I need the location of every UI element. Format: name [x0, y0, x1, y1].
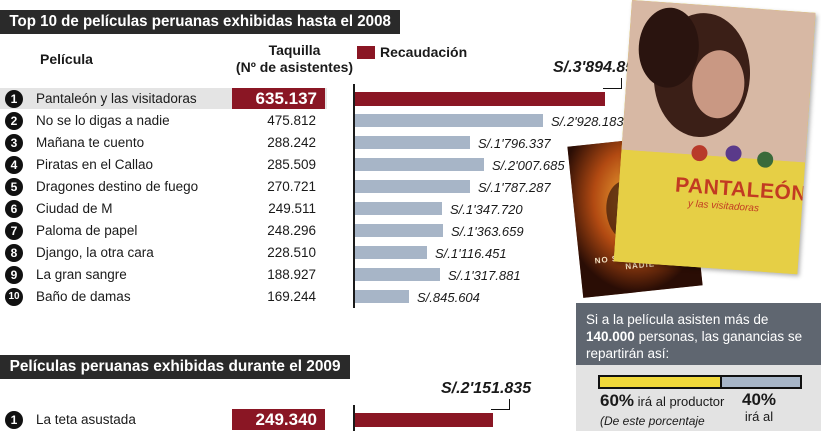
profit-share-box: Si a la película asisten más de 140.000 …: [576, 303, 821, 431]
revenue-label: S/.1'787.287: [478, 180, 551, 195]
poster-pantaleon: PANTALEÓN y las visitadoras: [613, 0, 816, 275]
movie-title: Paloma de papel: [36, 223, 138, 238]
other-share-text: irá al: [744, 409, 774, 424]
rank-badge: 1: [5, 89, 23, 108]
column-header-box-office-title: Taquilla: [268, 42, 321, 58]
legend-swatch: [357, 46, 375, 59]
movie-title: Pantaleón y las visitadoras: [36, 91, 197, 106]
profit-share-threshold: 140.000: [586, 329, 635, 344]
rank-badge: 7: [5, 221, 23, 240]
revenue-label: S/.1'317.881: [448, 268, 521, 283]
profit-share-line1: Si a la película asisten más de: [586, 312, 769, 327]
rank-badge: 2: [5, 111, 23, 130]
other-share-pct: 40%: [741, 390, 777, 409]
rank-badge: 10: [5, 287, 23, 306]
revenue-label-bracket: [491, 399, 510, 410]
movie-title: Django, la otra cara: [36, 245, 154, 260]
rank-badge: 9: [5, 265, 23, 284]
other-share: 40% irá al: [734, 390, 784, 425]
rank-badge: 1: [5, 410, 23, 429]
revenue-label-highlight: S/.3'894.850: [553, 59, 644, 76]
audience-value: 188.927: [267, 267, 316, 282]
profit-share-header: Si a la película asisten más de 140.000 …: [576, 303, 821, 365]
revenue-label: S/.1'116.451: [435, 246, 507, 261]
movie-title: La gran sangre: [36, 267, 127, 282]
revenue-bar: [355, 114, 543, 127]
revenue-label: S/.845.604: [417, 290, 480, 305]
rank-badge: 6: [5, 199, 23, 218]
profit-share-bar: [598, 375, 802, 389]
revenue-label: S/.1'363.659: [451, 224, 524, 239]
revenue-bar: [355, 180, 470, 193]
producer-share: 60% irá al productor: [600, 391, 724, 411]
revenue-bar: [355, 413, 493, 427]
profit-share-line2: personas, las ganancias se repartirán as…: [586, 329, 803, 361]
section-title-top10-text: Top 10 de películas peruanas exhibidas h…: [9, 13, 391, 30]
movie-title: Mañana te cuento: [36, 135, 145, 150]
revenue-bar: [355, 136, 470, 149]
movie-title: Piratas en el Callao: [36, 157, 154, 172]
revenue-bar: [355, 92, 605, 106]
poster-pantaleon-art: [613, 0, 816, 275]
audience-value: 228.510: [267, 245, 316, 260]
audience-value: 270.721: [267, 179, 316, 194]
revenue-bar: [355, 290, 409, 303]
legend-label: Recaudación: [380, 44, 468, 60]
revenue-bar: [355, 224, 443, 237]
movie-title: Dragones destino de fuego: [36, 179, 199, 194]
rank-badge: 8: [5, 243, 23, 262]
section-title-2009: Películas peruanas exhibidas durante el …: [0, 355, 351, 379]
rank-badge: 5: [5, 177, 23, 196]
chart-axis-2009: [353, 405, 355, 431]
revenue-label: S/.2'928.183: [551, 114, 624, 129]
column-header-box-office: Taquilla (Nº de asistentes): [222, 42, 367, 76]
rank-badge: 4: [5, 155, 23, 174]
audience-value: 475.812: [267, 113, 316, 128]
movie-title: No se lo digas a nadie: [36, 113, 170, 128]
profit-share-bar-producer: [600, 377, 722, 387]
audience-value-highlight: 249.340: [232, 409, 325, 430]
revenue-bar: [355, 268, 440, 281]
movie-title: Ciudad de M: [36, 201, 113, 216]
section-title-2009-text: Películas peruanas exhibidas durante el …: [9, 358, 341, 375]
movie-title: La teta asustada: [36, 412, 136, 427]
producer-share-note: (De este porcentaje: [600, 414, 705, 428]
revenue-bar: [355, 246, 427, 259]
revenue-bar: [355, 202, 442, 215]
revenue-label-highlight: S/.2'151.835: [441, 380, 532, 397]
revenue-label: S/.1'347.720: [450, 202, 523, 217]
column-header-box-office-sub: (Nº de asistentes): [235, 59, 354, 75]
audience-value-highlight: 635.137: [232, 88, 325, 109]
audience-value: 248.296: [267, 223, 316, 238]
rank-badge: 3: [5, 133, 23, 152]
section-title-top10: Top 10 de películas peruanas exhibidas h…: [0, 10, 401, 34]
revenue-label-bracket: [603, 78, 622, 89]
chart-axis-top10: [353, 84, 355, 308]
audience-value: 288.242: [267, 135, 316, 150]
audience-value: 249.511: [268, 201, 316, 216]
audience-value: 285.509: [267, 157, 316, 172]
column-header-movie: Película: [40, 51, 93, 67]
movie-title: Baño de damas: [36, 289, 131, 304]
revenue-bar: [355, 158, 484, 171]
audience-value: 169.244: [267, 289, 316, 304]
producer-share-pct: 60%: [600, 391, 635, 410]
revenue-label: S/.2'007.685: [492, 158, 565, 173]
producer-share-text: irá al productor: [637, 394, 725, 409]
revenue-label: S/.1'796.337: [478, 136, 551, 151]
